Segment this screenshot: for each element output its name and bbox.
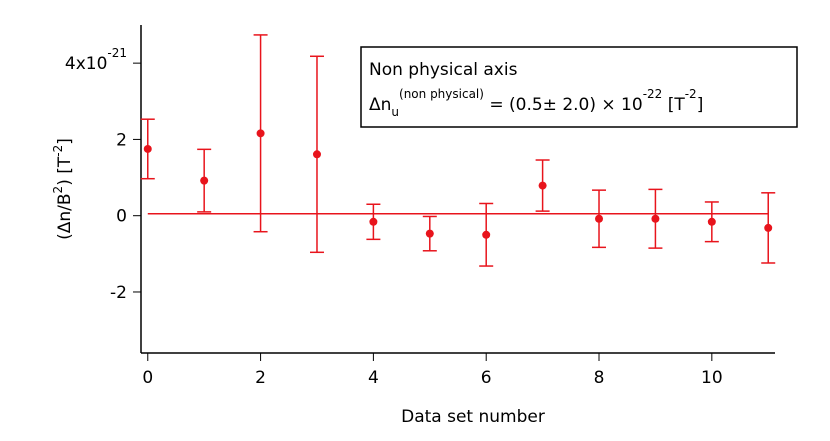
point: [482, 230, 491, 239]
legend-part: = (0.5± 2.0) × 10: [484, 95, 643, 115]
y-tick-label: 2: [116, 130, 127, 150]
point: [200, 176, 209, 185]
x-tick-label: 8: [594, 368, 605, 388]
legend-part: u: [391, 105, 399, 119]
y-tick-label-base: 4x10: [65, 54, 108, 74]
x-tick-label: 4: [368, 368, 379, 388]
legend-part: Δn: [369, 95, 391, 115]
legend-title: Non physical axis: [369, 60, 518, 80]
point: [764, 223, 773, 232]
y-tick-label-sup: -21: [107, 46, 127, 60]
y-label-part: ) [T: [55, 156, 75, 186]
point: [256, 129, 265, 138]
x-tick-label: 0: [142, 368, 153, 388]
y-label-part: (Δn/B: [55, 193, 75, 239]
point: [312, 150, 321, 159]
legend-box: [360, 46, 798, 128]
x-tick-label: 2: [255, 368, 266, 388]
point: [369, 217, 378, 226]
x-tick-label: 10: [701, 368, 723, 388]
x-tick-label: 6: [481, 368, 492, 388]
legend-part: ]: [697, 95, 704, 115]
y-tick-label: 0: [116, 207, 127, 227]
y-tick-label: 4x10-21: [65, 46, 127, 74]
legend-part: -22: [643, 87, 663, 101]
point: [595, 214, 604, 223]
legend-line: Δnu(non physical) = (0.5± 2.0) × 10-22 […: [369, 87, 703, 119]
y-axis-label: (Δn/B2) [T-2]: [51, 138, 75, 240]
y-label-part: -2: [51, 145, 65, 157]
y-label-part: 2: [51, 186, 65, 194]
point: [143, 144, 152, 153]
point: [425, 229, 434, 238]
point: [651, 214, 660, 223]
point: [538, 181, 547, 190]
legend-part: [T: [662, 95, 685, 115]
y-tick-label: -2: [110, 283, 127, 303]
legend-part: (non physical): [399, 87, 484, 101]
x-axis-label: Data set number: [401, 407, 545, 427]
y-label-part: ]: [55, 138, 75, 145]
point: [707, 217, 716, 226]
legend-part: -2: [685, 87, 697, 101]
